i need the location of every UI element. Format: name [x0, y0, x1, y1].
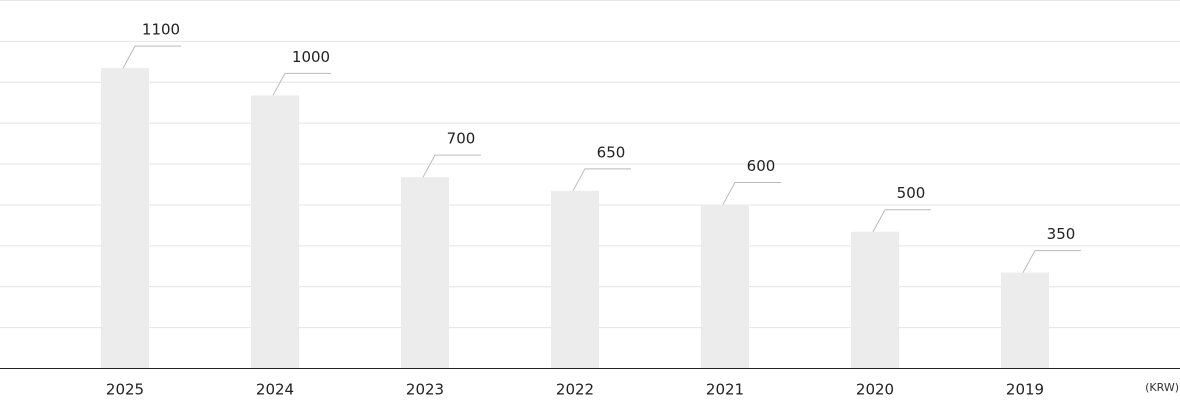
x-tick-label: 2022 — [556, 381, 594, 399]
leader-line — [722, 181, 781, 205]
x-tick-label: 2023 — [406, 381, 444, 399]
bar — [101, 68, 149, 369]
leader-line — [122, 45, 181, 69]
value-label: 650 — [597, 143, 626, 161]
leader-line — [572, 168, 631, 192]
x-tick-label: 2021 — [706, 381, 744, 399]
value-label: 1100 — [142, 21, 180, 39]
leader-line — [1022, 250, 1081, 273]
bar — [851, 231, 899, 368]
leader-line — [272, 72, 331, 96]
value-label: 350 — [1047, 225, 1076, 243]
value-label: 500 — [897, 184, 926, 202]
bar — [1001, 272, 1049, 368]
leader-line — [422, 154, 481, 178]
bar — [401, 177, 449, 368]
unit-label: (KRW) — [1145, 381, 1179, 394]
x-tick-label: 2019 — [1006, 381, 1044, 399]
x-tick-label: 2020 — [856, 381, 894, 399]
value-label: 600 — [747, 157, 776, 175]
x-tick-label: 2025 — [106, 381, 144, 399]
bar — [551, 190, 599, 368]
value-label: 700 — [447, 130, 476, 148]
bar — [701, 204, 749, 368]
bar — [251, 95, 299, 368]
x-tick-label: 2024 — [256, 381, 294, 399]
leader-line — [872, 209, 931, 232]
value-label: 1000 — [292, 48, 330, 66]
